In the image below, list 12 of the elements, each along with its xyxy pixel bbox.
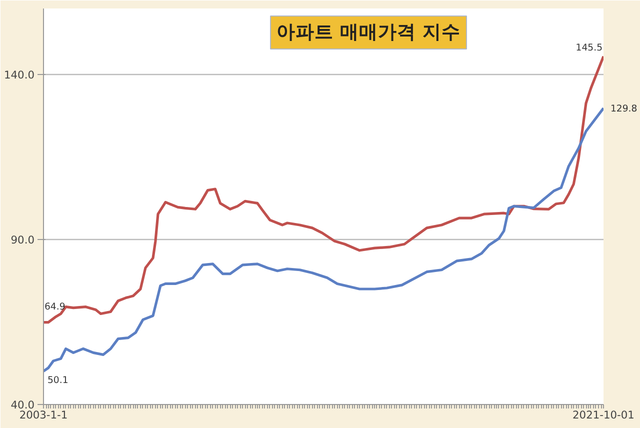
y-tick-label: 40.0 <box>10 398 35 412</box>
y-tick-label: 140.0 <box>4 68 35 82</box>
y-tick-label: 90.0 <box>10 234 35 246</box>
annotation: 50.1 <box>48 375 68 386</box>
annotation: 129.8 <box>610 104 638 115</box>
line-series <box>44 106 604 372</box>
text: 아파트 매매가격 지수 <box>276 22 461 43</box>
annotation: 64.9 <box>44 301 66 312</box>
line-series <box>44 55 604 324</box>
x-tick-label: 2003-1-1 <box>19 408 68 422</box>
annotation: 145.5 <box>576 42 603 54</box>
x-tick-label: 2021-10-01 <box>572 408 634 422</box>
